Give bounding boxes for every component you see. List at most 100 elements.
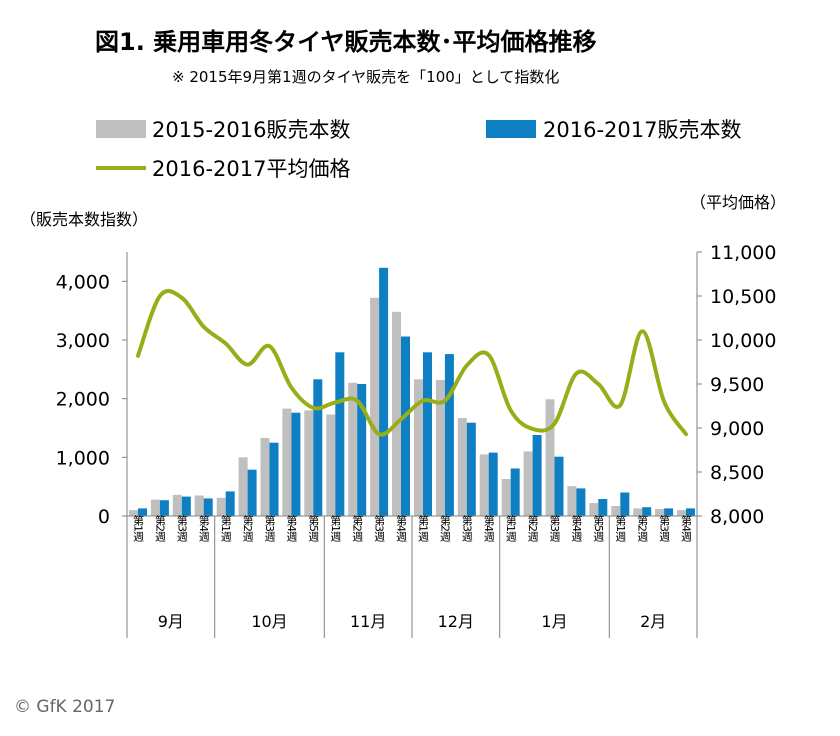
month-labels: 9月 10月 11月 12月 1月 2月 bbox=[126, 516, 698, 638]
bar-2015-2016 bbox=[348, 382, 358, 516]
bar-2016-2017 bbox=[444, 354, 454, 516]
right-axis-ticks: 8,000 8,500 9,000 9,500 10,000 10,500 11,000 bbox=[697, 242, 776, 528]
bar-2016-2017 bbox=[642, 507, 652, 516]
right-tick-label: 10,000 bbox=[710, 330, 776, 352]
bar-2016-2017 bbox=[138, 508, 147, 516]
bar-2015-2016 bbox=[655, 509, 665, 516]
category-label: 第4週 bbox=[680, 514, 693, 542]
left-tick-label: 3,000 bbox=[56, 330, 110, 352]
month-label: 2月 bbox=[640, 612, 666, 631]
right-axis-title: （平均価格） bbox=[690, 193, 786, 212]
month-label: 12月 bbox=[438, 612, 474, 631]
category-label: 第1週 bbox=[219, 514, 232, 542]
bar-2016-2017 bbox=[401, 336, 410, 516]
category-label: 第1週 bbox=[504, 514, 517, 542]
bar-2015-2016 bbox=[370, 297, 380, 516]
right-tick-label: 9,000 bbox=[710, 418, 764, 440]
bar-2016-2017 bbox=[269, 442, 279, 516]
left-tick-label: 1,000 bbox=[56, 447, 110, 469]
bar-2015-2016 bbox=[260, 438, 270, 516]
legend-swatch-2015-2016-bars bbox=[96, 120, 146, 138]
bar-2016-2017 bbox=[598, 499, 608, 516]
category-label: 第3週 bbox=[548, 514, 561, 542]
bar-2016-2017 bbox=[247, 469, 257, 516]
legend-label-2015-2016-bars: 2015-2016販売本数 bbox=[152, 118, 350, 142]
bar-2015-2016 bbox=[457, 418, 467, 516]
right-tick-label: 10,500 bbox=[710, 286, 776, 308]
left-tick-label: 0 bbox=[98, 506, 110, 528]
month-label: 11月 bbox=[350, 612, 386, 631]
copyright: © GfK 2017 bbox=[14, 697, 115, 717]
right-tick-label: 8,500 bbox=[710, 462, 764, 484]
bar-2016-2017 bbox=[576, 488, 586, 516]
chart-title: 図1. 乗用車用冬タイヤ販売本数･平均価格推移 bbox=[95, 28, 596, 56]
bar-2016-2017 bbox=[554, 456, 564, 516]
bar-2015-2016 bbox=[567, 486, 577, 516]
category-label: 第4週 bbox=[482, 514, 495, 542]
category-label: 第2週 bbox=[351, 514, 364, 542]
month-label: 1月 bbox=[541, 612, 567, 631]
bars bbox=[129, 267, 695, 516]
bar-2015-2016 bbox=[633, 508, 643, 516]
category-label: 第4週 bbox=[395, 514, 408, 542]
bar-2016-2017 bbox=[532, 435, 542, 516]
bar-2015-2016 bbox=[326, 414, 336, 516]
category-label: 第3週 bbox=[460, 514, 473, 542]
bar-2015-2016 bbox=[611, 506, 621, 516]
price-line bbox=[136, 288, 688, 437]
bar-2016-2017 bbox=[686, 508, 695, 516]
bar-2016-2017 bbox=[335, 352, 345, 516]
legend: 2015-2016販売本数 2016-2017販売本数 2016-2017平均価… bbox=[96, 118, 741, 181]
right-tick-label: 11,000 bbox=[710, 242, 776, 264]
left-axis-title: （販売本数指数） bbox=[20, 210, 148, 229]
bar-2015-2016 bbox=[216, 497, 226, 516]
bar-2015-2016 bbox=[545, 399, 555, 516]
bar-2015-2016 bbox=[392, 311, 401, 516]
legend-label-2016-2017-bars: 2016-2017販売本数 bbox=[543, 118, 741, 142]
bar-2015-2016 bbox=[282, 408, 292, 516]
category-label: 第3週 bbox=[658, 514, 671, 542]
category-label: 第4週 bbox=[285, 514, 298, 542]
bar-2016-2017 bbox=[379, 267, 389, 516]
left-tick-label: 4,000 bbox=[56, 271, 110, 293]
axes bbox=[126, 252, 698, 517]
bar-2015-2016 bbox=[435, 379, 445, 516]
bar-2016-2017 bbox=[664, 508, 674, 516]
bar-2016-2017 bbox=[181, 496, 191, 516]
category-label: 第1週 bbox=[329, 514, 342, 542]
bar-2016-2017 bbox=[510, 468, 520, 516]
category-label: 第5週 bbox=[592, 514, 605, 542]
category-label: 第2週 bbox=[636, 514, 649, 542]
bar-2015-2016 bbox=[589, 503, 599, 516]
bar-2016-2017 bbox=[203, 498, 213, 516]
bar-2016-2017 bbox=[313, 379, 323, 516]
right-tick-label: 9,500 bbox=[710, 374, 764, 396]
bar-2015-2016 bbox=[238, 457, 248, 516]
bar-2015-2016 bbox=[677, 510, 686, 516]
month-label: 10月 bbox=[251, 612, 287, 631]
bar-2016-2017 bbox=[466, 422, 476, 516]
category-label: 第4週 bbox=[570, 514, 583, 542]
chart-subtitle: ※ 2015年9月第1週のタイヤ販売を「100」として指数化 bbox=[172, 68, 559, 86]
left-axis-ticks: 0 1,000 2,000 3,000 4,000 bbox=[56, 271, 127, 528]
price-line-group bbox=[136, 288, 688, 437]
bar-2015-2016 bbox=[172, 494, 182, 516]
bar-2015-2016 bbox=[129, 510, 138, 516]
bar-2015-2016 bbox=[304, 410, 314, 516]
bar-2016-2017 bbox=[159, 500, 169, 516]
bar-2016-2017 bbox=[488, 452, 498, 516]
category-label: 第1週 bbox=[417, 514, 430, 542]
bar-2015-2016 bbox=[150, 499, 160, 516]
category-labels: 第1週 第2週 第3週 第4週 第1週 第2週 第3週 第4週 第5週 第1週 第2週 第3週 第4週第… bbox=[132, 514, 693, 542]
category-label: 第3週 bbox=[373, 514, 386, 542]
bar-2016-2017 bbox=[225, 491, 235, 516]
category-label: 第2週 bbox=[241, 514, 254, 542]
category-label: 第5週 bbox=[307, 514, 320, 542]
bar-2016-2017 bbox=[423, 352, 432, 516]
category-label: 第3週 bbox=[263, 514, 276, 542]
bar-2016-2017 bbox=[357, 384, 367, 516]
category-label: 第4週 bbox=[197, 514, 210, 542]
category-label: 第1週 bbox=[132, 514, 145, 542]
bar-2015-2016 bbox=[414, 379, 423, 516]
